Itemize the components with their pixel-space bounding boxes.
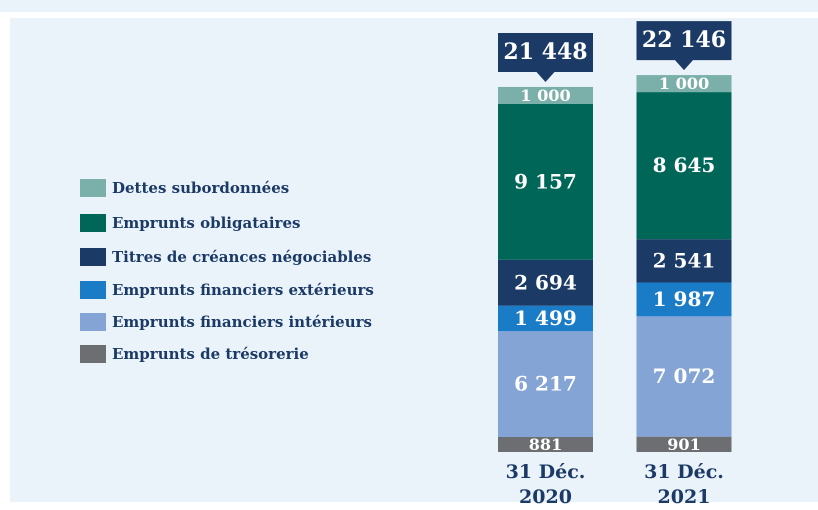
bar-segment (498, 331, 593, 438)
value-label: 1 000 (520, 86, 571, 105)
value-label: 6 217 (514, 372, 577, 396)
value-label: 2 541 (653, 248, 716, 272)
total-label: 21 448 (503, 39, 587, 65)
legend-swatch (80, 313, 106, 331)
bar-segment (498, 103, 593, 260)
bar-segment (498, 259, 593, 306)
value-label: 1 987 (653, 287, 716, 311)
legend-swatch (80, 179, 106, 197)
top-band (0, 0, 818, 12)
legend-label: Dettes subordonnées (112, 179, 289, 197)
total-callout (636, 21, 732, 71)
bar-segment (636, 75, 732, 93)
bar-segment (498, 437, 593, 452)
bar-segment (636, 92, 732, 240)
value-label: 901 (667, 435, 700, 454)
value-label: 1 000 (659, 74, 710, 93)
total-label: 22 146 (642, 27, 726, 53)
bar-segment (636, 282, 732, 317)
legend-swatch (80, 281, 106, 299)
value-label: 9 157 (514, 169, 577, 193)
legend-label: Titres de créances négociables (112, 248, 371, 266)
bar-segment (636, 239, 732, 283)
value-label: 8 645 (653, 153, 716, 177)
category-label: 31 Déc. 2021 (644, 461, 724, 508)
bar-segment (498, 86, 593, 104)
legend-label: Emprunts financiers extérieurs (112, 281, 374, 299)
legend-swatch (80, 345, 106, 363)
bar-segment (498, 305, 593, 332)
value-label: 1 499 (514, 306, 577, 330)
value-label: 881 (529, 435, 562, 454)
legend-label: Emprunts obligataires (112, 214, 300, 232)
total-callout (498, 32, 593, 82)
bar-segment (636, 436, 732, 452)
category-label: 31 Déc. 2020 (505, 461, 586, 508)
legend-label: Emprunts de trésorerie (112, 345, 309, 363)
legend-swatch (80, 214, 106, 232)
bar-segment (636, 316, 732, 437)
legend-label: Emprunts financiers intérieurs (112, 313, 372, 331)
legend-swatch (80, 248, 106, 266)
value-label: 2 694 (514, 270, 577, 294)
value-label: 7 072 (653, 364, 716, 388)
